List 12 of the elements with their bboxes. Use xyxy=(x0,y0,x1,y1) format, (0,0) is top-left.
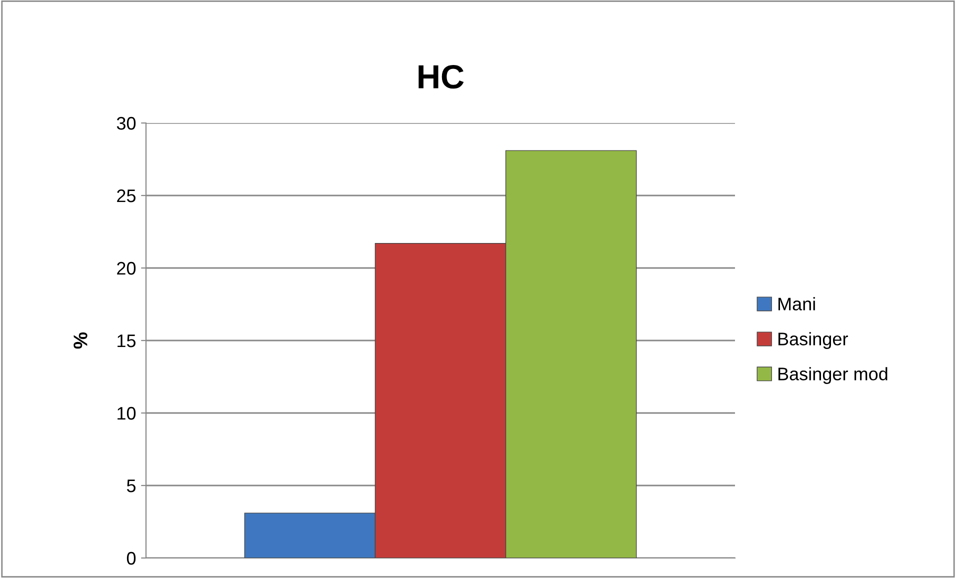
y-tick-label: 20 xyxy=(117,262,136,275)
y-tick-label: 25 xyxy=(117,189,136,202)
y-tick-label: 0 xyxy=(126,552,136,565)
legend-label: Mani xyxy=(778,297,815,310)
y-tick-label: 5 xyxy=(126,480,136,492)
chart-title: HC xyxy=(418,65,464,89)
y-tick-label: 15 xyxy=(118,334,136,348)
y-tick-label: 10 xyxy=(118,406,136,420)
y-axis-title: % xyxy=(74,332,88,349)
legend-label: Basinger mod xyxy=(778,367,888,384)
legend-label: Basinger xyxy=(778,332,848,349)
y-tick-label: 30 xyxy=(116,116,136,130)
